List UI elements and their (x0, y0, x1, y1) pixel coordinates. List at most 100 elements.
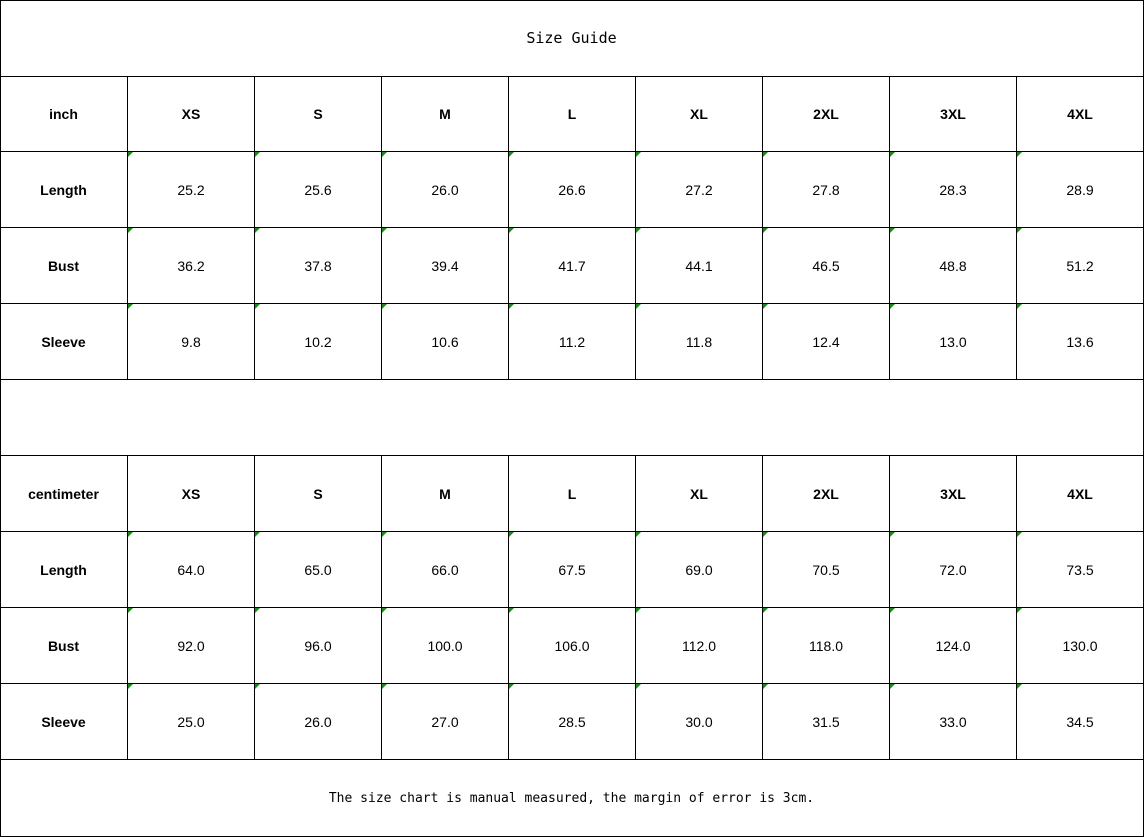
value-cell[interactable]: 92.0 (128, 608, 255, 684)
size-header-2xl-text: 2XL (813, 485, 839, 502)
value-cell-text: 27.2 (685, 181, 713, 198)
value-cell[interactable]: 130.0 (1017, 608, 1144, 684)
value-cell[interactable]: 34.5 (1017, 684, 1144, 760)
size-header-4xl[interactable]: 4XL (1017, 456, 1144, 532)
value-cell-text: 92.0 (177, 637, 205, 654)
note-cell-text: The size chart is manual measured, the m… (328, 790, 815, 806)
value-cell[interactable]: 67.5 (509, 532, 636, 608)
value-cell[interactable]: 27.8 (763, 152, 890, 228)
value-cell[interactable]: 28.5 (509, 684, 636, 760)
value-cell[interactable]: 27.2 (636, 152, 763, 228)
value-cell[interactable]: 13.0 (890, 304, 1017, 380)
value-cell[interactable]: 10.2 (255, 304, 382, 380)
size-header-l[interactable]: L (509, 76, 636, 152)
value-cell[interactable]: 66.0 (382, 532, 509, 608)
value-cell[interactable]: 73.5 (1017, 532, 1144, 608)
size-header-l[interactable]: L (509, 456, 636, 532)
value-cell[interactable]: 70.5 (763, 532, 890, 608)
unit-header-cell[interactable]: inch (0, 76, 128, 152)
size-header-xl[interactable]: XL (636, 456, 763, 532)
size-header-s[interactable]: S (255, 76, 382, 152)
value-cell-text: 100.0 (427, 637, 463, 654)
row-label-sleeve[interactable]: Sleeve (0, 304, 128, 380)
size-header-xs[interactable]: XS (128, 456, 255, 532)
value-cell[interactable]: 31.5 (763, 684, 890, 760)
value-cell[interactable]: 33.0 (890, 684, 1017, 760)
size-header-xl[interactable]: XL (636, 76, 763, 152)
size-header-xs[interactable]: XS (128, 76, 255, 152)
value-cell[interactable]: 26.0 (255, 684, 382, 760)
value-cell-text: 64.0 (177, 561, 205, 578)
value-cell-text: 51.2 (1066, 257, 1094, 274)
value-cell[interactable]: 41.7 (509, 228, 636, 304)
value-cell[interactable]: 69.0 (636, 532, 763, 608)
number-marker-icon (636, 608, 641, 613)
value-cell[interactable]: 25.6 (255, 152, 382, 228)
value-cell[interactable]: 65.0 (255, 532, 382, 608)
number-marker-icon (509, 304, 514, 309)
value-cell-text: 10.6 (431, 333, 459, 350)
size-header-3xl[interactable]: 3XL (890, 76, 1017, 152)
number-marker-icon (763, 684, 768, 689)
value-cell[interactable]: 11.8 (636, 304, 763, 380)
number-marker-icon (890, 684, 895, 689)
size-header-m[interactable]: M (382, 76, 509, 152)
size-header-2xl[interactable]: 2XL (763, 76, 890, 152)
row-label-bust[interactable]: Bust (0, 608, 128, 684)
value-cell[interactable]: 48.8 (890, 228, 1017, 304)
value-cell[interactable]: 25.2 (128, 152, 255, 228)
value-cell[interactable]: 26.0 (382, 152, 509, 228)
value-cell[interactable]: 44.1 (636, 228, 763, 304)
value-cell[interactable]: 25.0 (128, 684, 255, 760)
value-cell[interactable]: 28.9 (1017, 152, 1144, 228)
value-cell-text: 66.0 (431, 561, 459, 578)
value-cell[interactable]: 30.0 (636, 684, 763, 760)
value-cell[interactable]: 28.3 (890, 152, 1017, 228)
value-cell[interactable]: 37.8 (255, 228, 382, 304)
size-header-4xl[interactable]: 4XL (1017, 76, 1144, 152)
value-cell[interactable]: 100.0 (382, 608, 509, 684)
size-header-s[interactable]: S (255, 456, 382, 532)
value-cell[interactable]: 9.8 (128, 304, 255, 380)
value-cell-text: 96.0 (304, 637, 332, 654)
value-cell[interactable]: 51.2 (1017, 228, 1144, 304)
value-cell[interactable]: 26.6 (509, 152, 636, 228)
note-cell[interactable]: The size chart is manual measured, the m… (0, 760, 1144, 837)
value-cell[interactable]: 64.0 (128, 532, 255, 608)
row-label-sleeve[interactable]: Sleeve (0, 684, 128, 760)
value-cell[interactable]: 72.0 (890, 532, 1017, 608)
row-label-length[interactable]: Length (0, 532, 128, 608)
value-cell[interactable]: 46.5 (763, 228, 890, 304)
unit-header-cell[interactable]: centimeter (0, 456, 128, 532)
title-cell[interactable]: Size Guide (0, 0, 1144, 77)
row-label-bust[interactable]: Bust (0, 228, 128, 304)
value-cell[interactable]: 13.6 (1017, 304, 1144, 380)
value-cell-text: 72.0 (939, 561, 967, 578)
value-cell[interactable]: 27.0 (382, 684, 509, 760)
size-header-2xl[interactable]: 2XL (763, 456, 890, 532)
value-cell[interactable]: 124.0 (890, 608, 1017, 684)
value-cell-text: 118.0 (809, 637, 843, 654)
value-cell[interactable]: 39.4 (382, 228, 509, 304)
number-marker-icon (636, 228, 641, 233)
value-cell[interactable]: 96.0 (255, 608, 382, 684)
size-header-2xl-text: 2XL (813, 105, 839, 122)
number-marker-icon (1017, 304, 1022, 309)
size-header-m-text: M (439, 485, 451, 502)
value-cell[interactable]: 12.4 (763, 304, 890, 380)
value-cell[interactable]: 118.0 (763, 608, 890, 684)
size-header-3xl[interactable]: 3XL (890, 456, 1017, 532)
size-header-m[interactable]: M (382, 456, 509, 532)
row-label-length[interactable]: Length (0, 152, 128, 228)
empty-spacer-row[interactable] (0, 380, 1144, 456)
value-cell[interactable]: 11.2 (509, 304, 636, 380)
value-cell[interactable]: 10.6 (382, 304, 509, 380)
value-cell[interactable]: 106.0 (509, 608, 636, 684)
number-marker-icon (382, 532, 387, 537)
value-cell-text: 30.0 (685, 713, 713, 730)
value-cell[interactable]: 112.0 (636, 608, 763, 684)
number-marker-icon (128, 228, 133, 233)
value-cell[interactable]: 36.2 (128, 228, 255, 304)
value-cell-text: 36.2 (177, 257, 205, 274)
